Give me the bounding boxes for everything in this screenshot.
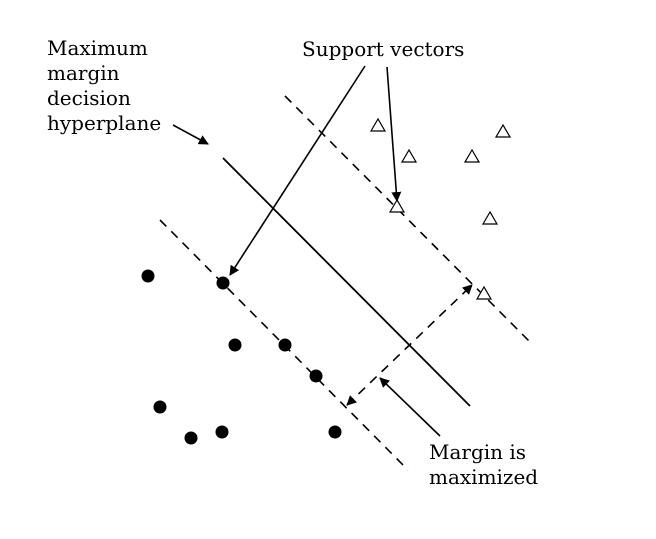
hyperplane-pointer-arrow [172,124,209,145]
data-point-circle [141,269,155,283]
margin-width-arrow [346,284,473,406]
hyperplane-label-line: Maximum [47,36,148,60]
data-point-circle [184,431,198,445]
data-point-circle [309,369,323,383]
data-point-triangle [494,123,512,138]
class-b-points [369,117,512,300]
margin-label-line: maximized [429,465,539,489]
data-point-circle [153,400,167,414]
data-point-triangle [463,148,481,163]
decision-hyperplane-line [222,157,471,407]
class-a-points [141,269,342,445]
data-point-triangle [369,117,387,132]
data-point-circle [228,338,242,352]
data-point-circle [215,425,229,439]
hyperplane-label-line: margin [47,61,120,85]
support-vector-pointer-arrow-triangle [386,66,402,202]
margin-label: Margin is maximized [429,440,538,490]
support-vectors-label-text: Support vectors [302,37,465,61]
margin-pointer-arrow [379,377,441,437]
data-point-triangle [400,148,418,163]
data-point-circle [278,338,292,352]
hyperplane-label-line: decision [47,86,131,110]
support-vector-pointer-arrow-circle [229,65,366,276]
data-point-triangle [481,210,499,225]
upper-margin-line [284,95,534,346]
support-vector-circle [216,276,230,290]
hyperplane-label: Maximum margin decision hyperplane [47,36,161,136]
support-vectors-label: Support vectors [302,37,464,62]
support-vector-triangle [475,285,493,300]
margin-label-line: Margin is [429,440,527,464]
hyperplane-label-line: hyperplane [47,111,162,135]
support-vector-triangle [388,198,406,213]
data-point-circle [328,425,342,439]
